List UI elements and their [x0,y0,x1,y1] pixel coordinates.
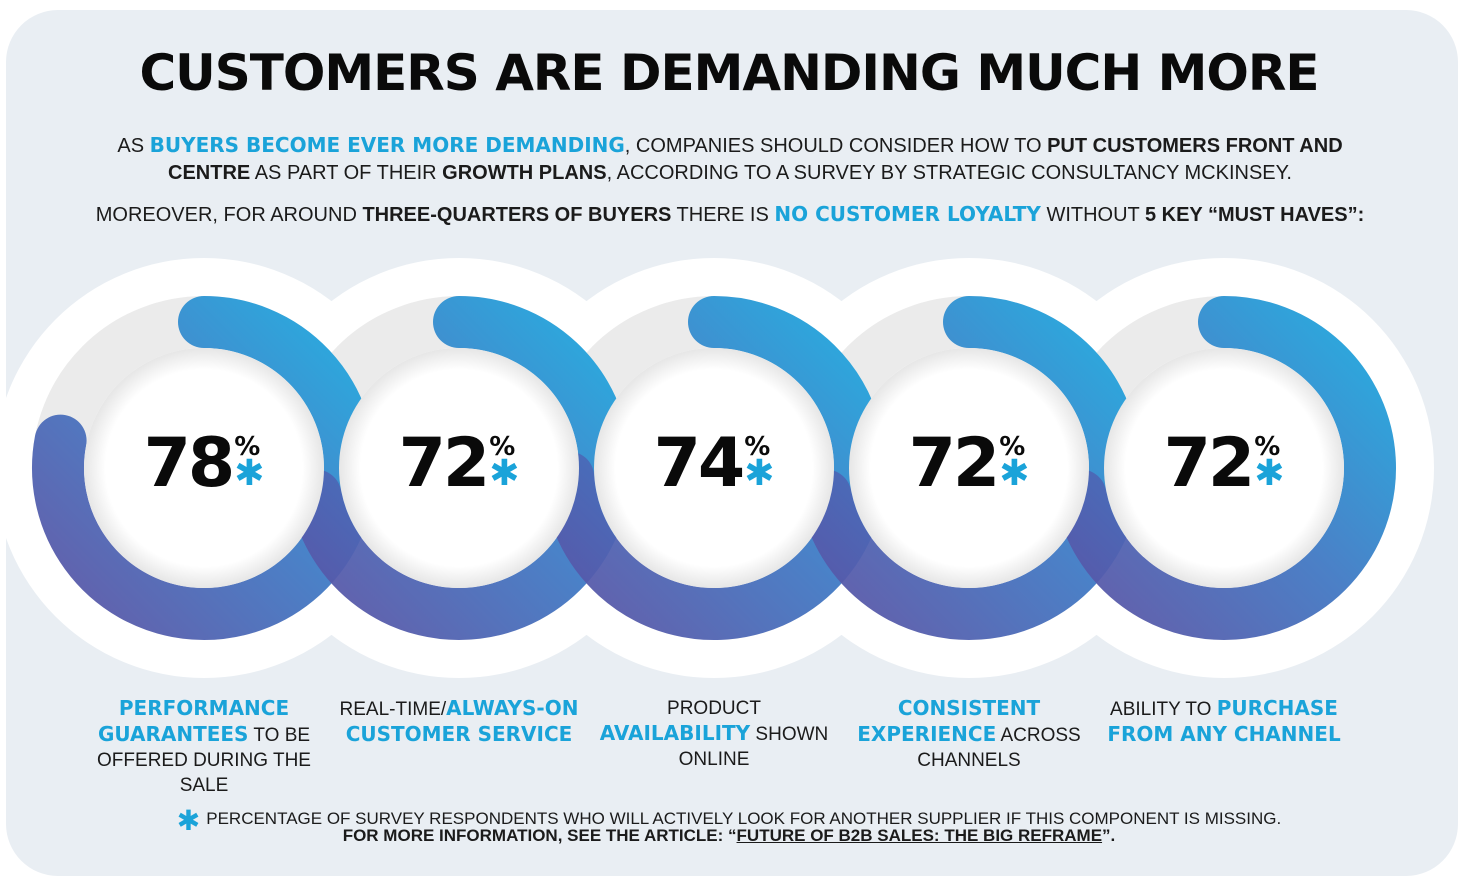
percent-sign: % [999,432,1026,462]
asterisk-icon: ✱ [744,453,775,494]
percent-sign: % [234,432,261,462]
intro-paragraph: AS BUYERS BECOME EVER MORE DEMANDING, CO… [117,133,1343,184]
metric-number: 72 [1163,424,1256,503]
metric-number: 74 [653,424,746,503]
ring-center [84,348,324,588]
metric-value: 74% ✱ [624,424,804,504]
intro-paragraph-2: MOREOVER, FOR AROUND THREE-QUARTERS OF B… [95,202,1365,226]
metric-value: 72% ✱ [369,424,549,504]
ring-center [1104,348,1344,588]
metric-value: 72% ✱ [1134,424,1314,504]
metric-caption: CONSISTENT EXPERIENCE ACROSS CHANNELS [857,696,1081,771]
percent-sign: % [1254,432,1281,462]
percent-sign: % [744,432,771,462]
metric-caption: PRODUCT AVAILABILITY SHOWN ONLINE [599,698,829,770]
percent-sign: % [489,432,516,462]
intro-highlight-loyalty: NO CUSTOMER LOYALTY [774,202,1041,226]
ring-center [594,348,834,588]
metric-number: 72 [398,424,491,503]
metric-caption: PERFORMANCE GUARANTEES TO BE OFFERED DUR… [97,696,311,796]
asterisk-icon: ✱ [999,453,1030,494]
asterisk-icon: ✱ [1254,453,1285,494]
ring-center [339,348,579,588]
metric-caption: ABILITY TO PURCHASE FROM ANY CHANNEL [1107,696,1341,746]
metric-value: 78% ✱ [114,424,294,504]
metric-caption: REAL-TIME/ALWAYS-ON CUSTOMER SERVICE [339,696,579,746]
footnote-reference: FOR MORE INFORMATION, SEE THE ARTICLE: “… [342,826,1116,845]
asterisk-icon: ✱ [489,453,520,494]
ring-center [849,348,1089,588]
progress-arc [1054,296,1396,640]
article-link[interactable]: FUTURE OF B2B SALES: THE BIG REFRAME [736,826,1103,845]
progress-arc [542,296,886,640]
progress-arc [32,296,376,640]
page-title: CUSTOMERS ARE DEMANDING MUCH MORE [139,44,1319,102]
metric-number: 72 [908,424,1001,503]
asterisk-icon: ✱ [176,805,201,836]
asterisk-icon: ✱ [234,453,265,494]
footnote: ✱ PERCENTAGE OF SURVEY RESPONDENTS WHO WI… [176,805,1282,836]
metric-value: 72% ✱ [879,424,1059,504]
metric-number: 78 [143,424,236,503]
intro-highlight-buyers: BUYERS BECOME EVER MORE DEMANDING [149,133,625,157]
